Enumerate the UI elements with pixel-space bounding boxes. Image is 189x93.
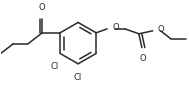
Text: O: O: [139, 54, 146, 63]
Text: Cl: Cl: [74, 73, 82, 82]
Text: Cl: Cl: [51, 62, 59, 71]
Text: O: O: [112, 23, 119, 32]
Text: O: O: [39, 3, 46, 12]
Text: O: O: [158, 25, 164, 34]
